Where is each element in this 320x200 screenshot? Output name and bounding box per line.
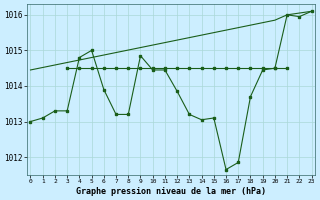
X-axis label: Graphe pression niveau de la mer (hPa): Graphe pression niveau de la mer (hPa) xyxy=(76,187,266,196)
